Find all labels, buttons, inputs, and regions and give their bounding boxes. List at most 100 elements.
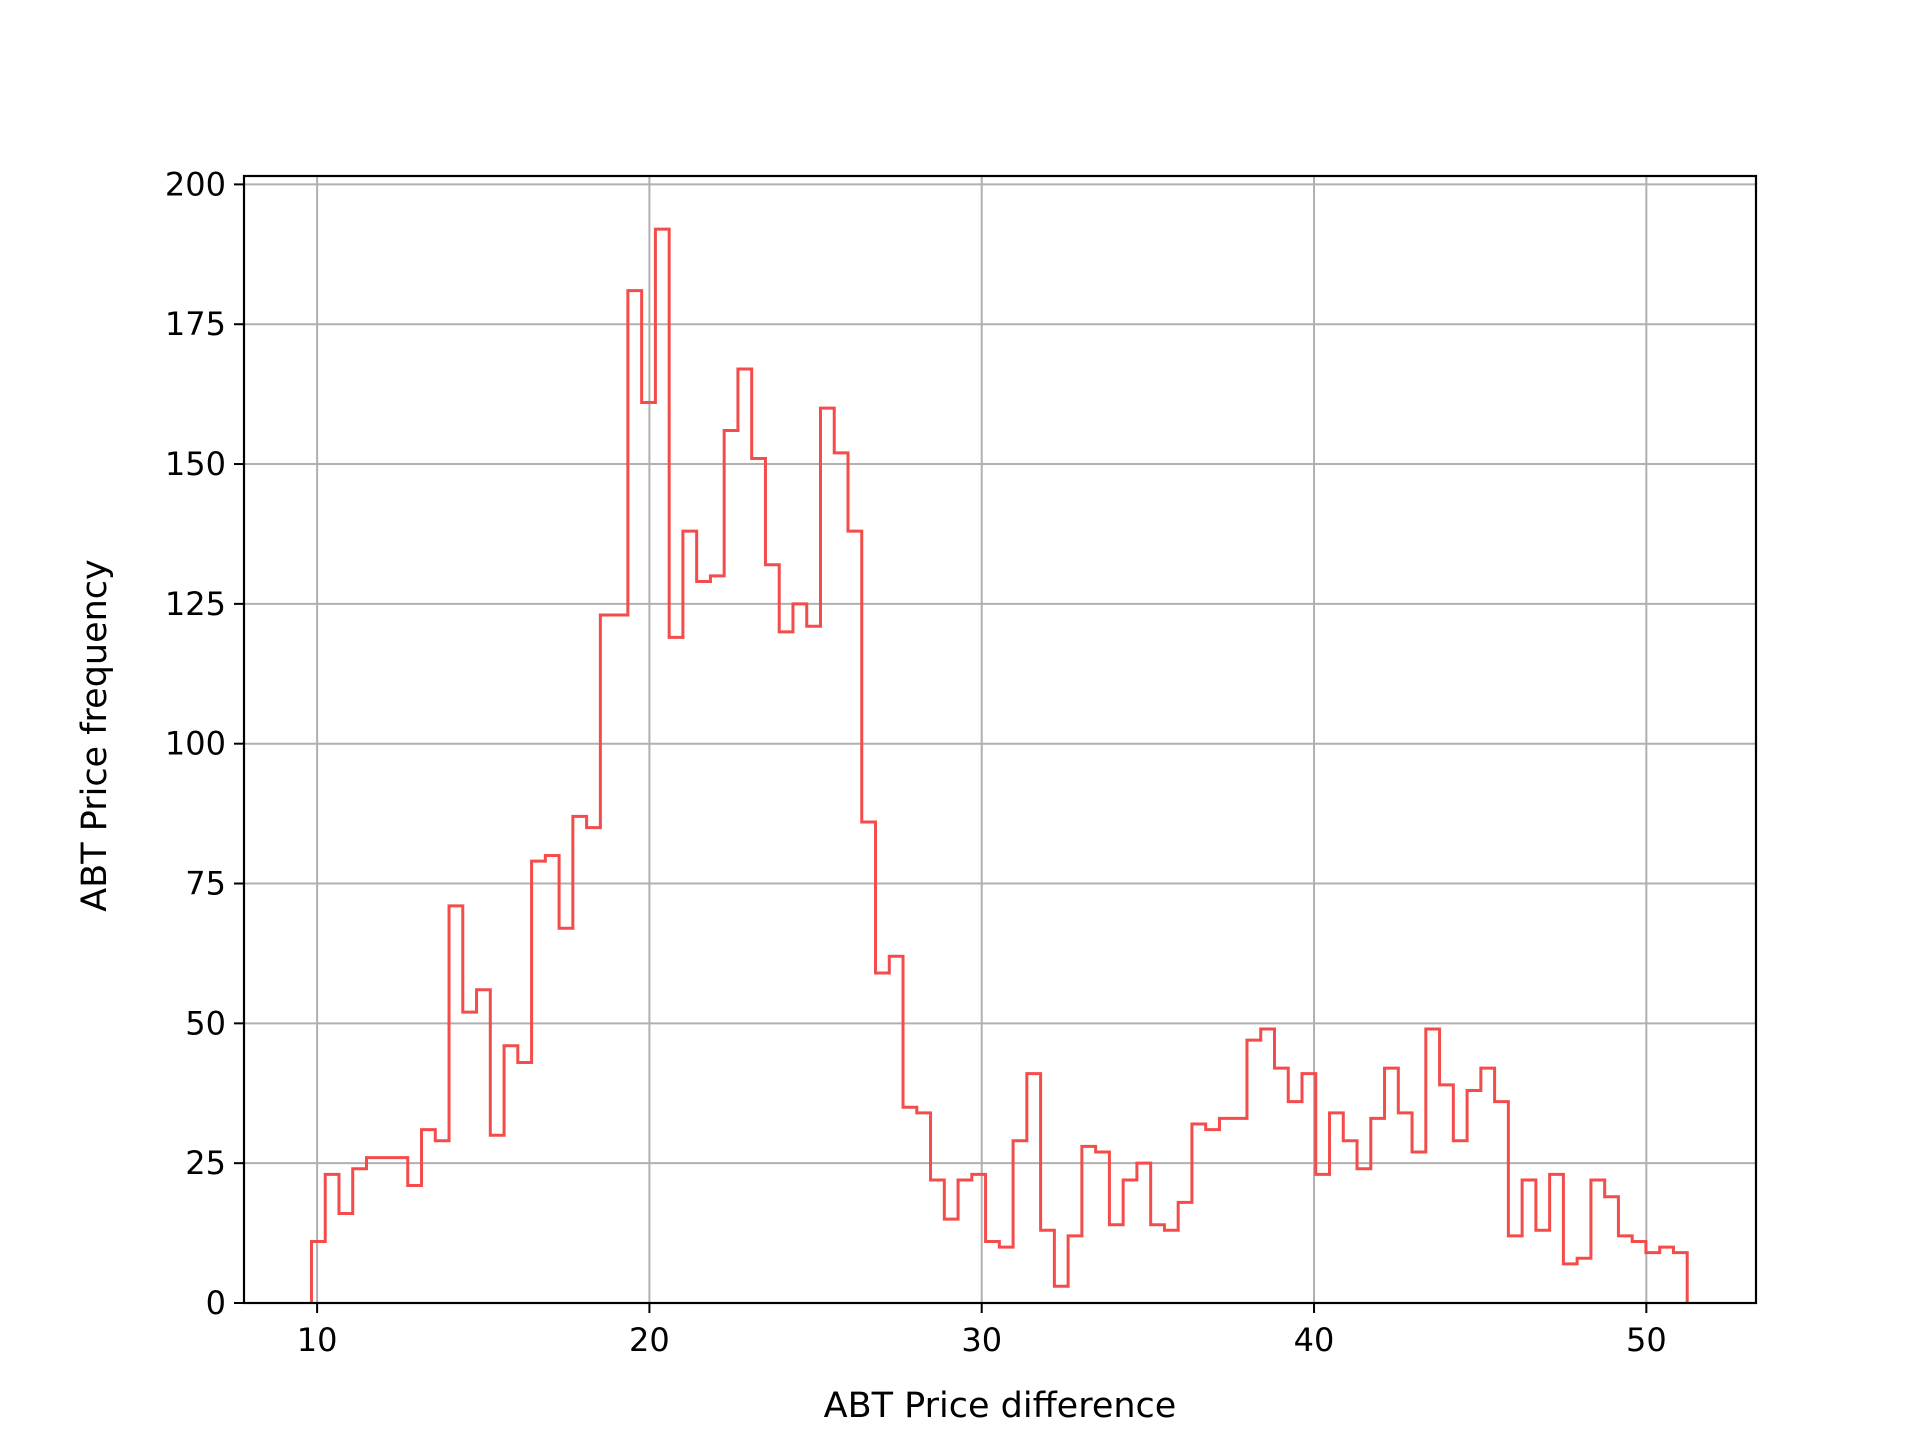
histogram-bin bbox=[1302, 1074, 1316, 1303]
histogram-bin bbox=[504, 1046, 518, 1303]
histogram-bin bbox=[683, 531, 697, 1303]
histogram-bin bbox=[642, 403, 656, 1303]
histogram-bin bbox=[1123, 1180, 1137, 1303]
histogram-bin bbox=[1330, 1113, 1344, 1303]
histogram-bin bbox=[394, 1158, 408, 1303]
histogram-bin bbox=[876, 973, 890, 1303]
histogram-bin bbox=[944, 1219, 958, 1303]
histogram-bin bbox=[366, 1158, 380, 1303]
histogram-bin bbox=[1288, 1102, 1302, 1303]
histogram-bin bbox=[1618, 1236, 1632, 1303]
histogram-bin bbox=[862, 822, 876, 1303]
y-tick-label: 200 bbox=[165, 165, 226, 203]
histogram-bin bbox=[972, 1174, 986, 1303]
histogram-bin bbox=[1660, 1247, 1674, 1303]
y-tick-label: 75 bbox=[185, 865, 226, 903]
histogram-bin bbox=[380, 1158, 394, 1303]
histogram-bin bbox=[1137, 1163, 1151, 1303]
histogram-bin bbox=[752, 458, 766, 1303]
histogram-bin bbox=[353, 1169, 367, 1303]
histogram-series bbox=[309, 227, 1689, 1303]
y-tick-label: 25 bbox=[185, 1144, 226, 1182]
histogram-bin bbox=[999, 1247, 1013, 1303]
histogram-bin bbox=[779, 632, 793, 1303]
histogram-bin bbox=[1591, 1180, 1605, 1303]
histogram-bin bbox=[655, 229, 669, 1303]
histogram-bin bbox=[1261, 1029, 1275, 1303]
histogram-bin bbox=[1247, 1040, 1261, 1303]
histogram-bin bbox=[710, 576, 724, 1303]
histogram-bin bbox=[697, 581, 711, 1303]
histogram-bin bbox=[958, 1180, 972, 1303]
y-tick-label: 50 bbox=[185, 1004, 226, 1042]
histogram-bin bbox=[1192, 1124, 1206, 1303]
y-tick-label: 175 bbox=[165, 305, 226, 343]
x-tick-label: 20 bbox=[629, 1321, 670, 1359]
histogram-bin bbox=[1673, 1253, 1687, 1303]
histogram-bin bbox=[435, 1141, 449, 1303]
histogram-bin bbox=[931, 1180, 945, 1303]
histogram-bin bbox=[1068, 1236, 1082, 1303]
histogram-bin bbox=[834, 453, 848, 1303]
histogram-bin bbox=[807, 626, 821, 1303]
histogram-bin bbox=[518, 1062, 532, 1303]
histogram-bin bbox=[1316, 1174, 1330, 1303]
histogram-bin bbox=[1522, 1180, 1536, 1303]
histogram-bin bbox=[738, 369, 752, 1303]
histogram-bin bbox=[325, 1174, 339, 1303]
histogram-bin bbox=[917, 1113, 931, 1303]
histogram-bin bbox=[1343, 1141, 1357, 1303]
histogram-bin bbox=[311, 1241, 325, 1303]
histogram-bin bbox=[1082, 1146, 1096, 1303]
histogram-bin bbox=[1013, 1141, 1027, 1303]
histogram-bin bbox=[1481, 1068, 1495, 1303]
histogram-bin bbox=[1027, 1074, 1041, 1303]
histogram-bin bbox=[1151, 1225, 1165, 1303]
histogram-bin bbox=[339, 1214, 353, 1303]
histogram-bin bbox=[1274, 1068, 1288, 1303]
histogram-bin bbox=[559, 928, 573, 1303]
histogram-bin bbox=[1054, 1286, 1068, 1303]
x-tick-label: 40 bbox=[1294, 1321, 1335, 1359]
histogram-bin bbox=[848, 531, 862, 1303]
histogram-bin bbox=[1453, 1141, 1467, 1303]
histogram-bin bbox=[600, 615, 614, 1303]
histogram-bin bbox=[1467, 1090, 1481, 1303]
histogram-bin bbox=[1550, 1174, 1564, 1303]
histogram-bin bbox=[1178, 1202, 1192, 1303]
histogram-bin bbox=[765, 565, 779, 1303]
histogram-bin bbox=[1357, 1169, 1371, 1303]
histogram-bin bbox=[408, 1186, 422, 1303]
histogram-bin bbox=[1398, 1113, 1412, 1303]
histogram-bin bbox=[1577, 1258, 1591, 1303]
histogram-bin bbox=[1646, 1253, 1660, 1303]
histogram-bin bbox=[1563, 1264, 1577, 1303]
histogram-bin bbox=[1233, 1118, 1247, 1303]
x-tick-label: 10 bbox=[297, 1321, 338, 1359]
x-tick-label: 30 bbox=[961, 1321, 1002, 1359]
histogram-bin bbox=[1109, 1225, 1123, 1303]
histogram-bin bbox=[1412, 1152, 1426, 1303]
histogram-bin bbox=[1096, 1152, 1110, 1303]
histogram-bin bbox=[587, 828, 601, 1303]
histogram-bin bbox=[463, 1012, 477, 1303]
histogram-bin bbox=[1605, 1197, 1619, 1303]
histogram-bin bbox=[889, 956, 903, 1303]
histogram-bin bbox=[1536, 1230, 1550, 1303]
x-tick-label: 50 bbox=[1626, 1321, 1667, 1359]
histogram-bin bbox=[1164, 1230, 1178, 1303]
histogram-bin bbox=[903, 1107, 917, 1303]
histogram-bin bbox=[1041, 1230, 1055, 1303]
histogram-bin bbox=[1632, 1241, 1646, 1303]
histogram-bin bbox=[1440, 1085, 1454, 1303]
histogram-bin bbox=[422, 1130, 436, 1303]
histogram-bin bbox=[793, 604, 807, 1303]
histogram-bin bbox=[1371, 1118, 1385, 1303]
histogram-bin bbox=[1495, 1102, 1509, 1303]
histogram-bin bbox=[532, 861, 546, 1303]
histogram-bin bbox=[614, 615, 628, 1303]
y-tick-label: 150 bbox=[165, 445, 226, 483]
histogram-bin bbox=[449, 906, 463, 1303]
